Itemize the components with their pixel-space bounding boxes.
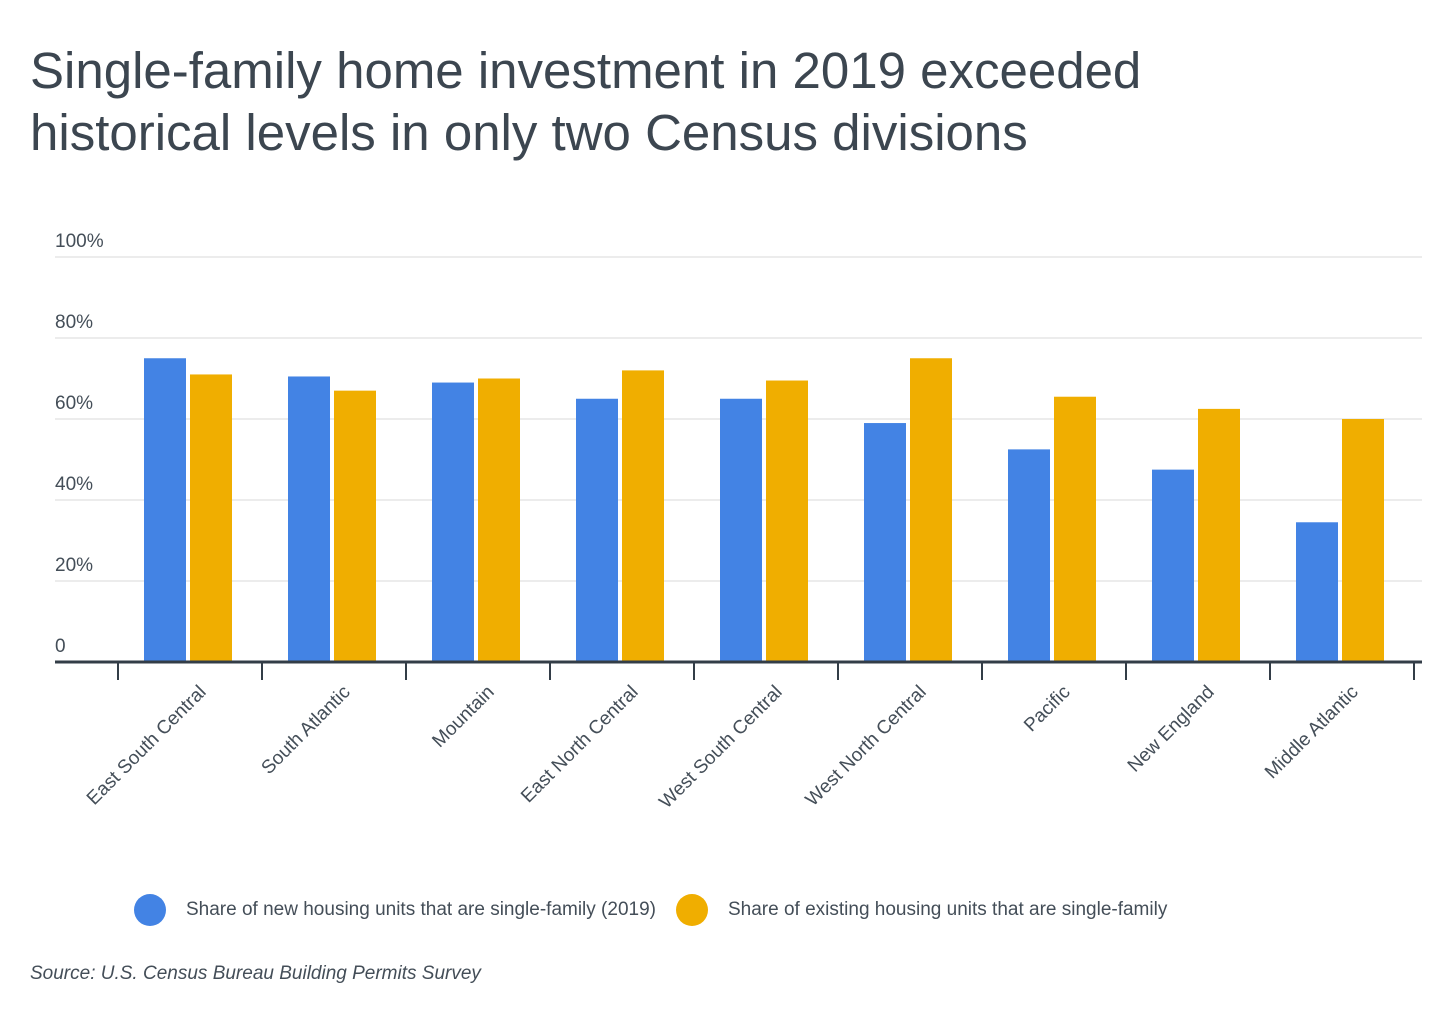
x-tick-label: West South Central xyxy=(655,682,786,813)
x-tick-label: West North Central xyxy=(802,682,931,811)
bar-new-0 xyxy=(144,358,186,662)
bar-new-2 xyxy=(432,382,474,662)
x-tick-label: New England xyxy=(1124,682,1219,777)
chart-title-line-1: Single-family home investment in 2019 ex… xyxy=(30,42,1142,99)
chart-title: Single-family home investment in 2019 ex… xyxy=(30,40,1410,164)
bar-existing-8 xyxy=(1342,419,1384,662)
bar-new-5 xyxy=(864,423,906,662)
bar-new-1 xyxy=(288,376,330,662)
bar-new-3 xyxy=(576,398,618,662)
bar-new-6 xyxy=(1008,449,1050,662)
x-tick-label: South Atlantic xyxy=(258,682,355,779)
legend-item-existing-units: Share of existing housing units that are… xyxy=(675,894,1168,926)
bar-existing-7 xyxy=(1198,408,1240,662)
x-tick-label: East South Central xyxy=(83,682,211,810)
bar-existing-5 xyxy=(910,358,952,662)
y-tick-label: 0 xyxy=(55,636,66,657)
legend-swatch-existing-units xyxy=(675,894,708,926)
x-tick-label: Pacific xyxy=(1020,682,1074,736)
bar-existing-2 xyxy=(478,378,520,662)
x-tick-label: East North Central xyxy=(517,682,642,807)
bar-existing-4 xyxy=(766,380,808,662)
y-tick-label: 60% xyxy=(55,393,93,414)
legend: Share of new housing units that are sing… xyxy=(134,894,1187,926)
y-tick-label: 40% xyxy=(55,474,93,495)
bar-existing-1 xyxy=(334,390,376,662)
bar-new-4 xyxy=(720,398,762,662)
y-tick-label: 20% xyxy=(55,555,93,576)
bar-new-7 xyxy=(1152,469,1194,662)
y-tick-label: 100% xyxy=(55,231,104,252)
bar-new-8 xyxy=(1296,522,1338,662)
bar-existing-3 xyxy=(622,370,664,662)
bar-existing-6 xyxy=(1054,396,1096,662)
chart-title-line-2: historical levels in only two Census div… xyxy=(30,104,1028,161)
bar-existing-0 xyxy=(190,374,232,662)
legend-swatch-new-units xyxy=(134,894,166,926)
source-note: Source: U.S. Census Bureau Building Perm… xyxy=(30,963,481,984)
legend-label-new-units: Share of new housing units that are sing… xyxy=(186,899,656,920)
legend-item-new-units: Share of new housing units that are sing… xyxy=(134,894,656,926)
y-tick-label: 80% xyxy=(55,312,93,333)
legend-label-existing-units: Share of existing housing units that are… xyxy=(727,899,1168,920)
x-tick-label: Middle Atlantic xyxy=(1261,682,1362,783)
x-tick-label: Mountain xyxy=(428,682,498,752)
